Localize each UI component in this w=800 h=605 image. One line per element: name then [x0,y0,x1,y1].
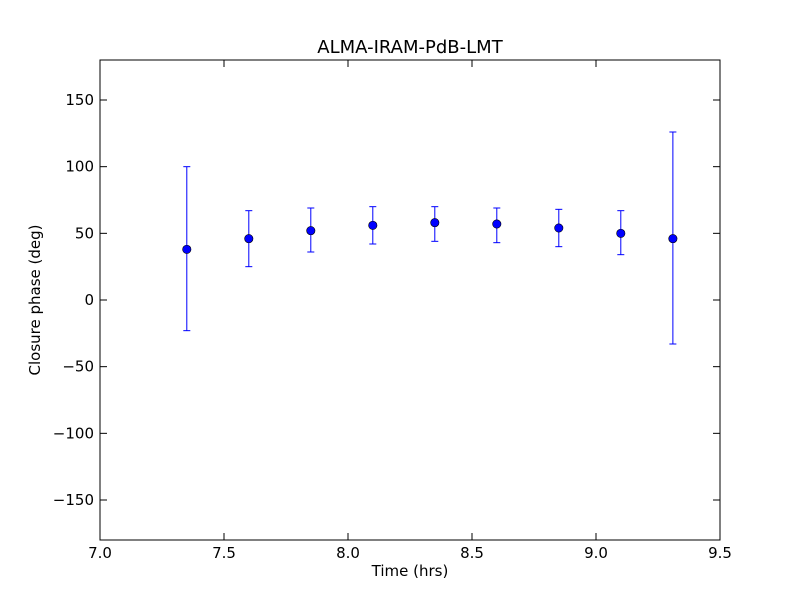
plot-frame [99,59,721,541]
data-point [244,234,254,244]
y-axis-title: Closure phase (deg) [26,225,44,376]
data-point [668,234,678,244]
data-point [306,226,316,236]
x-tick-label: 8.0 [336,544,360,562]
y-tick-label: 50 [75,224,94,242]
x-tick-label: 9.5 [708,544,732,562]
y-tick-label: 0 [84,291,94,309]
y-tick-label: −50 [62,358,94,376]
x-tick-label: 7.0 [88,544,112,562]
data-point [554,223,564,233]
x-axis-title: Time (hrs) [371,562,449,580]
y-tick-label: 100 [65,158,94,176]
data-point [430,218,440,228]
y-tick-label: 150 [65,91,94,109]
x-tick-label: 7.5 [212,544,236,562]
data-point [182,244,192,254]
y-tick-label: −150 [53,491,94,509]
plot-area [182,131,678,345]
axis-ticks: 7.0 7.5 8.0 8.5 9.0 9.5 −150 −100 −50 0 50 100 150 [53,60,732,562]
data-point [368,220,378,230]
y-tick-label: −100 [53,424,94,442]
x-tick-label: 8.5 [460,544,484,562]
data-point [616,228,626,238]
chart-title: ALMA-IRAM-PdB-LMT [317,37,503,58]
x-tick-label: 9.0 [584,544,608,562]
data-point [492,219,502,229]
